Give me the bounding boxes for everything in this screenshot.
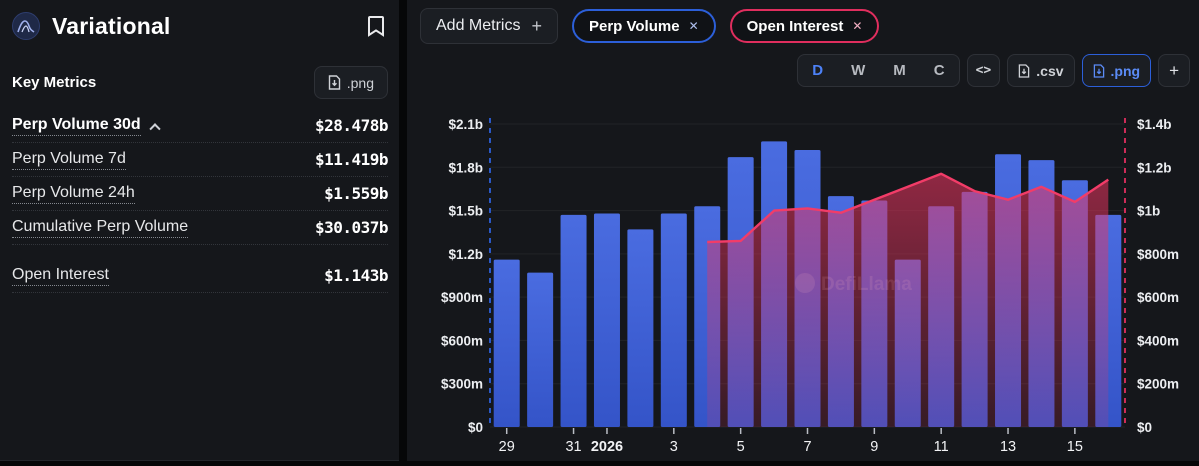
right-axis-label: $600m (1137, 290, 1179, 305)
metric-row: Perp Volume 24h $1.559b (12, 177, 388, 211)
export-csv-button[interactable]: .csv (1007, 54, 1075, 87)
pill-label: Open Interest (746, 17, 844, 35)
add-metrics-label: Add Metrics (436, 17, 521, 34)
protocol-header: Variational (0, 0, 399, 40)
page-title: Variational (52, 12, 171, 39)
perp-volume-bar[interactable] (660, 213, 687, 427)
right-axis-label: $1.2b (1137, 160, 1172, 175)
key-metrics-title: Key Metrics (12, 74, 97, 91)
x-axis-label: 15 (1067, 439, 1083, 455)
metric-value: $11.419b (314, 150, 389, 169)
x-axis-label: 2026 (591, 439, 623, 455)
chart-panel: Add Metrics + Perp Volume ✕ Open Interes… (407, 0, 1199, 461)
close-icon[interactable]: ✕ (688, 19, 699, 33)
pill-open-interest[interactable]: Open Interest ✕ (729, 9, 880, 43)
perp-volume-bar[interactable] (627, 229, 654, 427)
metric-label[interactable]: Cumulative Perp Volume (12, 218, 189, 238)
metric-row: Cumulative Perp Volume $30.037b (12, 211, 389, 245)
interval-group: D W M C (797, 54, 960, 87)
perp-volume-bar[interactable] (560, 214, 587, 427)
export-png-chart-label: .png (1110, 62, 1141, 79)
export-png-button[interactable]: .png (313, 66, 388, 99)
perp-volume-bar[interactable] (527, 272, 554, 427)
metric-row: Perp Volume 30d $28.478b (12, 109, 389, 143)
right-axis-label: $200m (1137, 377, 1179, 392)
export-csv-label: .csv (1036, 62, 1064, 79)
perp-volume-bar[interactable] (593, 213, 620, 427)
combo-chart[interactable]: $0 $0 $300m $200m $600m $400m $900m $600m $1.2b $… (407, 100, 1199, 461)
x-axis-label: 11 (934, 439, 949, 455)
right-axis-label: $1b (1137, 204, 1160, 219)
x-axis-label: 29 (499, 439, 515, 455)
left-axis-label: $2.1b (448, 117, 483, 132)
left-axis-label: $600m (441, 333, 483, 348)
close-icon[interactable]: ✕ (852, 19, 863, 33)
pill-label: Perp Volume (588, 17, 680, 35)
left-axis-label: $1.5b (448, 204, 483, 219)
pill-perp-volume[interactable]: Perp Volume ✕ (571, 9, 716, 43)
right-axis-label: $400m (1137, 333, 1179, 348)
download-icon (328, 75, 340, 90)
export-png-label: .png (346, 74, 374, 91)
add-metrics-button[interactable]: Add Metrics + (420, 8, 558, 44)
interval-month-button[interactable]: M (882, 62, 917, 79)
metric-value: $1.143b (324, 266, 388, 285)
metric-value: $1.559b (324, 184, 388, 203)
left-axis-label: $300m (441, 377, 483, 392)
metric-value: $30.037b (314, 218, 389, 237)
interval-week-button[interactable]: W (840, 62, 876, 79)
download-icon (1019, 63, 1030, 78)
x-axis-label: 3 (670, 439, 678, 455)
metric-label[interactable]: Perp Volume 24h (12, 184, 135, 204)
download-icon (1093, 63, 1104, 78)
right-axis-label: $0 (1137, 420, 1152, 435)
interval-day-button[interactable]: D (801, 62, 834, 79)
x-axis-label: 5 (737, 439, 745, 455)
metric-label[interactable]: Perp Volume 30d (12, 116, 141, 136)
metric-label[interactable]: Open Interest (12, 266, 109, 286)
export-png-chart-button[interactable]: .png (1081, 54, 1152, 87)
metric-label[interactable]: Perp Volume 7d (12, 150, 126, 170)
plus-icon: + (531, 15, 542, 36)
x-axis-label: 31 (565, 439, 581, 455)
x-axis-label: 9 (870, 439, 878, 455)
perp-volume-bar[interactable] (493, 259, 520, 427)
embed-code-button[interactable]: <> (966, 54, 1001, 87)
metric-row: Perp Volume 7d $11.419b (12, 143, 389, 177)
x-axis-label: 13 (1000, 439, 1016, 455)
metrics-list: Perp Volume 30d $28.478b Perp Volume 7d $11… (0, 107, 399, 293)
left-axis-label: $0 (468, 420, 483, 435)
left-axis-label: $900m (441, 290, 483, 305)
interval-cumulative-button[interactable]: C (923, 62, 956, 79)
metric-row: Open Interest $1.143b (12, 259, 388, 293)
variational-logo-icon (12, 12, 40, 40)
chart-svg[interactable]: $0 $0 $300m $200m $600m $400m $900m $600m $1.2b $… (407, 100, 1199, 461)
right-axis-label: $1.4b (1137, 117, 1172, 132)
open-interest-line[interactable] (707, 172, 1109, 244)
left-axis-label: $1.8b (448, 160, 483, 175)
bookmark-icon[interactable] (367, 15, 385, 37)
key-metrics-panel: Variational Key Metrics .png Perp Volume… (0, 0, 399, 461)
chevron-up-icon (148, 122, 161, 134)
left-axis-label: $1.2b (448, 247, 483, 262)
right-axis-label: $800m (1137, 247, 1179, 262)
x-axis-label: 7 (803, 439, 811, 455)
more-options-button[interactable]: + (1158, 54, 1190, 87)
open-interest-area (707, 173, 1109, 427)
metric-value: $28.478b (314, 116, 389, 135)
